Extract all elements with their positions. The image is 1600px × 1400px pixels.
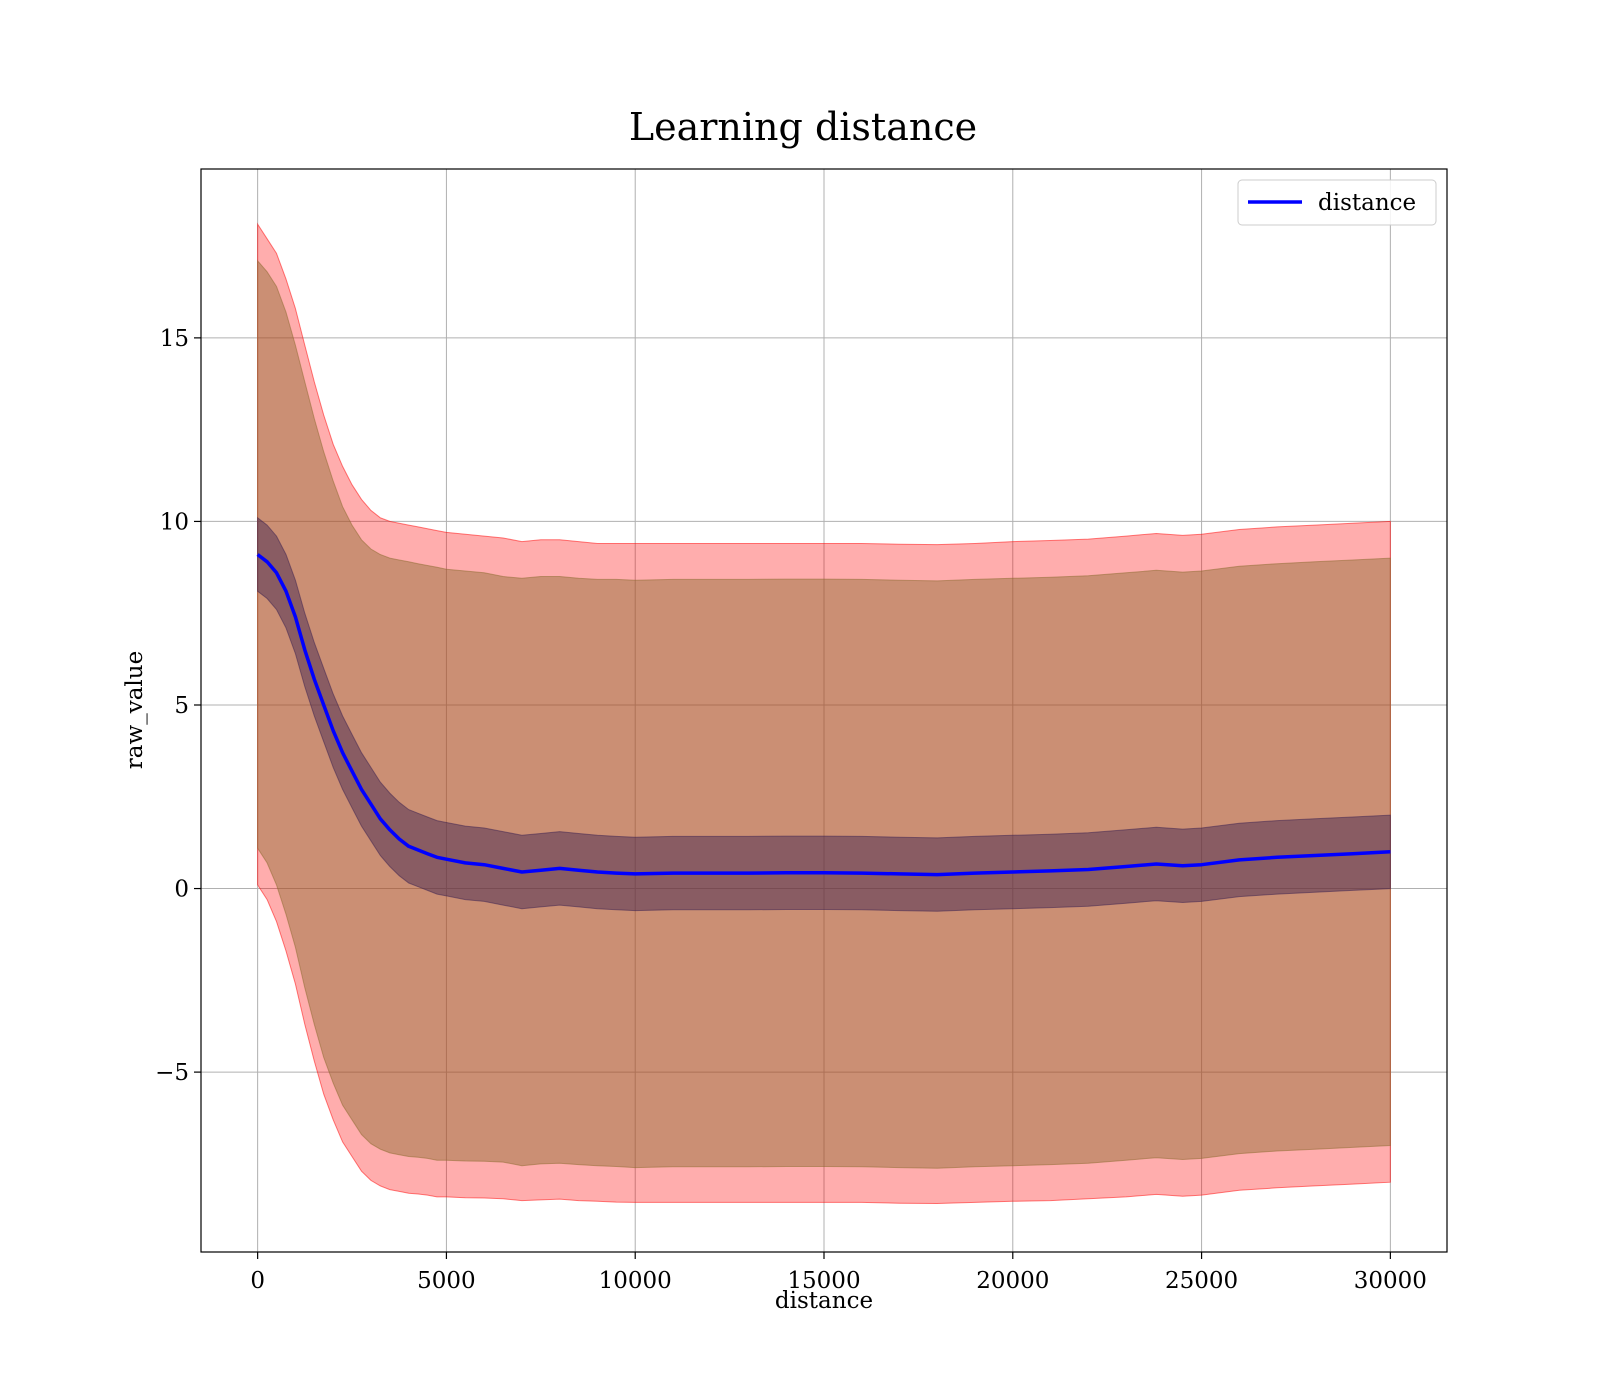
x-tick-label: 10000 — [599, 1268, 672, 1294]
band-outer — [257, 222, 1391, 1205]
band-inner — [257, 516, 1391, 912]
x-tick-label: 5000 — [417, 1268, 476, 1294]
lines — [256, 553, 1391, 877]
y-axis-label: raw_value — [122, 651, 148, 769]
y-tick-label: −5 — [155, 1060, 189, 1086]
x-tick-label: 30000 — [1354, 1268, 1427, 1294]
x-tick-label: 25000 — [1165, 1268, 1238, 1294]
x-tick-label: 0 — [250, 1268, 265, 1294]
x-axis-label: distance — [775, 1288, 873, 1314]
y-tick-label: 5 — [174, 693, 189, 719]
y-tick-label: 15 — [160, 326, 189, 352]
legend-box — [1237, 179, 1437, 226]
chart-title: Learning distance — [629, 105, 977, 149]
x-tick-label: 15000 — [787, 1268, 860, 1294]
x-axis: 0 5000 10000 15000 20000 25000 30000 — [250, 1252, 1427, 1294]
y-axis: −5 0 5 10 15 — [155, 326, 201, 1086]
grid — [201, 169, 1447, 1252]
y-tick-label: 0 — [174, 877, 189, 903]
series-line-distance — [256, 553, 1391, 877]
x-tick-label: 20000 — [976, 1268, 1049, 1294]
y-tick-label: 10 — [160, 509, 189, 535]
bands — [257, 222, 1391, 1205]
legend-entry-distance: distance — [1318, 190, 1416, 216]
legend: distance — [1237, 179, 1437, 226]
band-middle — [257, 259, 1391, 1169]
